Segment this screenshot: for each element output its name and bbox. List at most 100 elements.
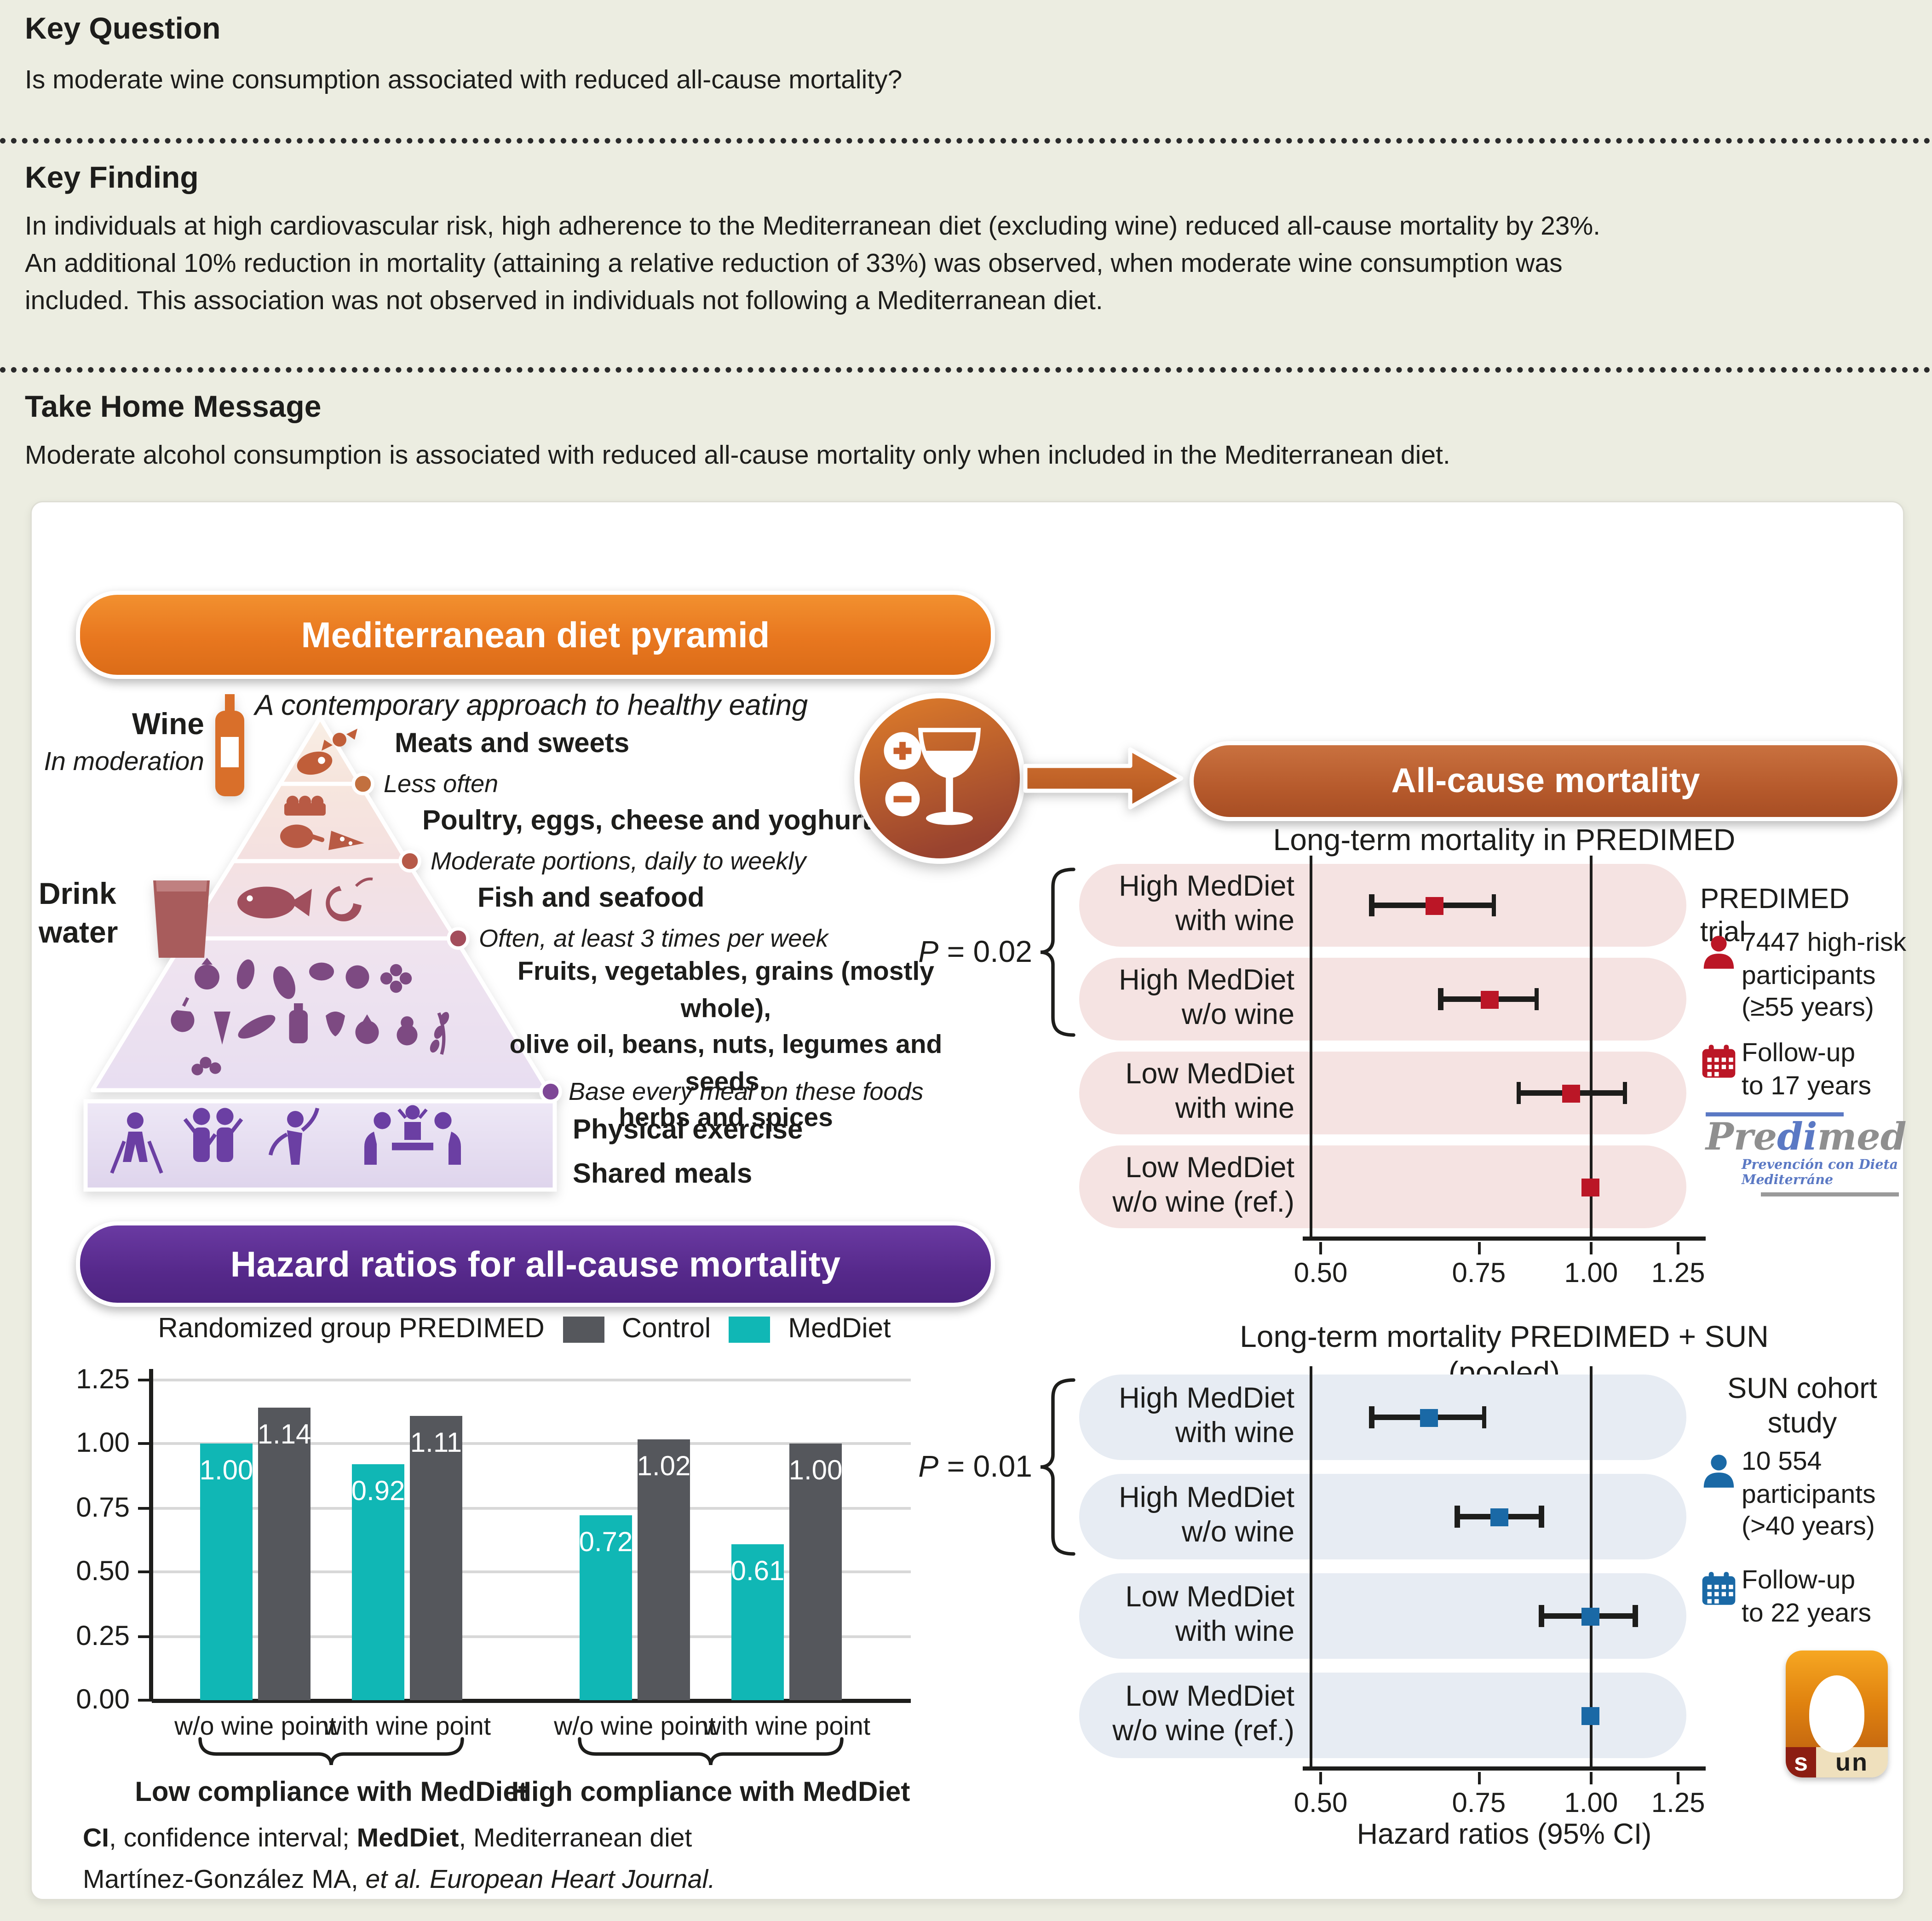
sun-logo-wordmark: s un	[1786, 1747, 1888, 1777]
hr-marker	[1490, 1507, 1508, 1526]
bar-control-0-value: 1.14	[257, 1421, 311, 1451]
ci-cap	[1481, 1406, 1487, 1428]
forest-row-label: High MedDiet with wine	[1085, 864, 1294, 947]
p-value-label: P = 0.01	[918, 1449, 1032, 1484]
forest-row-bg	[1079, 1474, 1686, 1559]
forest-row-label-line: with wine	[1175, 1417, 1294, 1449]
key-finding-text: In individuals at high cardiovascular ri…	[25, 213, 1601, 316]
bar-y-axis	[149, 1369, 153, 1700]
forest-x-axis	[1303, 1766, 1706, 1771]
forest-row-label: High MedDiet with wine	[1085, 1375, 1294, 1460]
level-fish-note: Often, at least 3 times per week	[479, 925, 828, 952]
p-symbol: P	[918, 934, 939, 969]
pyramid-header-text: Mediterranean diet pyramid	[301, 613, 770, 655]
bar-y-tick-label: 0.00	[76, 1685, 130, 1715]
divider-2	[0, 367, 1932, 373]
water-glass-icon	[153, 880, 210, 958]
forest-row-label: Low MedDiet with wine	[1085, 1052, 1294, 1134]
ci-cap	[1622, 1082, 1627, 1104]
calendar-icon-predimed	[1702, 1045, 1736, 1078]
ci-cap	[1534, 988, 1540, 1010]
water-label: Drink water	[39, 876, 118, 949]
forest1-title: Long-term mortality in PREDIMED	[1273, 822, 1736, 857]
meats-sweets-icons	[297, 729, 357, 775]
hr-marker	[1562, 1084, 1580, 1102]
ci-cap	[1633, 1605, 1638, 1627]
forest-x-tick	[1677, 1772, 1680, 1784]
bar-gridline	[152, 1507, 911, 1510]
bar-control-2	[638, 1439, 690, 1700]
wine-label: Wine	[132, 707, 204, 741]
ci-cap	[1491, 894, 1497, 916]
level-fish-label: Fish and seafood	[477, 883, 705, 914]
hr-marker	[1426, 896, 1444, 914]
predimed-logo-bottomline	[1761, 1192, 1899, 1196]
bar-legend: Randomized group PREDIMED Control MedDie…	[83, 1314, 966, 1346]
predimed-logo: Predimed Prevención con Dieta Mediterrán…	[1706, 1112, 1907, 1196]
dot-moderate	[398, 850, 421, 873]
bar-y-tick-label: 0.75	[76, 1493, 130, 1524]
bar-control-3-value: 1.00	[788, 1456, 843, 1487]
legend-swatch-meddiet	[729, 1317, 770, 1343]
ci-cap	[1516, 1082, 1521, 1104]
mortality-header-text: All-cause mortality	[1391, 761, 1700, 800]
sun-participants: 10 554 participants (>40 years)	[1742, 1448, 1876, 1542]
ci-cap	[1438, 988, 1443, 1010]
forest-row-label-line: High MedDiet	[1119, 1383, 1294, 1415]
hazard-header-pill: Hazard ratios for all-cause mortality	[76, 1221, 995, 1307]
forest-x-tick-label: 1.00	[1564, 1259, 1618, 1289]
key-question-title: Key Question	[25, 11, 221, 46]
person-icon-sun	[1703, 1455, 1734, 1488]
ci-cap	[1369, 1406, 1374, 1428]
level-meats-label: Meats and sweets	[395, 729, 630, 759]
text-segment: MedDiet	[356, 1824, 459, 1853]
fish-seafood-icons	[237, 877, 373, 921]
bar-category-label: with wine point	[323, 1711, 491, 1740]
level-fruits-label: Fruits, vegetables, grains (mostly whole…	[509, 958, 943, 1134]
pyramid-base-band	[83, 1099, 557, 1192]
predimed-logo-topline	[1706, 1112, 1844, 1116]
forest-x-tick-label: 0.75	[1452, 1789, 1506, 1819]
level-poultry-note: Moderate portions, daily to weekly	[431, 847, 806, 875]
text-segment: CI	[83, 1824, 109, 1853]
forest-row-label-line: Low MedDiet	[1125, 1681, 1294, 1713]
forest-x-tick-label: 1.25	[1651, 1259, 1705, 1289]
bar-meddiet-2	[580, 1516, 632, 1700]
forest-left-axis-line	[1310, 1366, 1312, 1766]
bar-meddiet-1	[352, 1464, 404, 1700]
sun-logo-sun	[1809, 1675, 1864, 1753]
forest-x-tick	[1589, 1772, 1593, 1784]
forest-x-tick-label: 0.50	[1294, 1259, 1348, 1289]
bar-meddiet-2-value: 0.72	[579, 1528, 633, 1559]
p-value-label: P = 0.02	[918, 934, 1032, 969]
bar-meddiet-1-value: 0.92	[351, 1477, 405, 1507]
sun-followup: Follow-up to 22 years	[1742, 1566, 1871, 1628]
forest-left-axis-line	[1310, 856, 1312, 1237]
bar-y-tick-label: 0.25	[76, 1621, 130, 1651]
dot-base	[539, 1080, 562, 1103]
sun-logo-s: s	[1786, 1747, 1816, 1777]
forest-x-axis	[1303, 1237, 1706, 1241]
bar-category-label: w/o wine point	[554, 1711, 716, 1740]
forest-row-label-line: w/o wine	[1181, 1517, 1294, 1548]
forest-row-label-line: with wine	[1175, 1093, 1294, 1125]
pyramid-header-pill: Mediterranean diet pyramid	[76, 591, 995, 679]
forest-x-tick	[1477, 1242, 1480, 1254]
predimed-participants: 7447 high-risk participants (≥55 years)	[1742, 929, 1907, 1023]
forest-x-tick	[1319, 1772, 1322, 1784]
arrow-icon	[1023, 747, 1184, 810]
poultry-eggs-cheese-icons	[280, 795, 364, 850]
bar-gridline	[152, 1443, 911, 1446]
forest-x-tick-label: 0.50	[1294, 1789, 1348, 1819]
footnote-abbreviations: CI, confidence interval; MedDiet, Medite…	[83, 1824, 692, 1855]
forest-reference-line	[1589, 856, 1593, 1237]
dot-less-often	[351, 772, 374, 795]
hr-marker	[1582, 1706, 1600, 1725]
forest-row-label-line: Low MedDiet	[1125, 1152, 1294, 1185]
forest-row-label: Low MedDiet with wine	[1085, 1573, 1294, 1659]
forest-x-tick-label: 1.00	[1564, 1789, 1618, 1819]
bar-y-tick-label: 0.50	[76, 1557, 130, 1587]
bar-control-1	[410, 1415, 462, 1700]
activity-people-icons	[110, 1105, 461, 1174]
